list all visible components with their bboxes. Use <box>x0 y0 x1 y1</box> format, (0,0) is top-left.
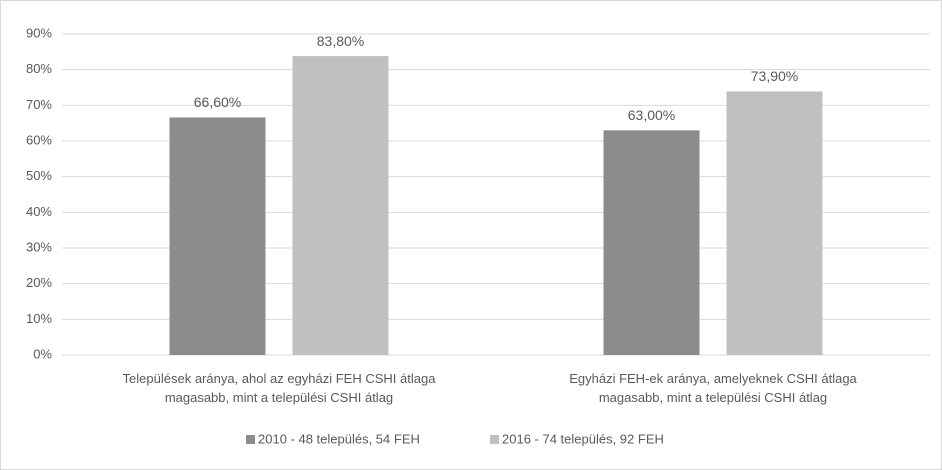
data-label: 73,90% <box>751 68 798 84</box>
x-tick-label: Települések aránya, ahol az egyházi FEH … <box>122 371 436 405</box>
data-label: 66,60% <box>194 94 241 110</box>
y-tick-label: 30% <box>26 239 52 254</box>
bar <box>726 91 823 355</box>
y-tick-label: 70% <box>26 97 52 112</box>
legend-swatch <box>490 435 499 444</box>
data-label: 63,00% <box>628 107 675 123</box>
legend-swatch <box>246 435 255 444</box>
x-tick-label: Egyházi FEH-ek aránya, amelyeknek CSHI á… <box>569 371 857 405</box>
y-tick-label: 50% <box>26 168 52 183</box>
y-tick-label: 40% <box>26 204 52 219</box>
y-tick-label: 10% <box>26 311 52 326</box>
y-tick-label: 20% <box>26 275 52 290</box>
y-tick-label: 0% <box>33 346 52 361</box>
y-tick-label: 60% <box>26 132 52 147</box>
legend-label: 2010 - 48 település, 54 FEH <box>258 431 420 446</box>
bar <box>603 130 700 355</box>
bar <box>169 117 266 356</box>
y-tick-label: 90% <box>26 25 52 40</box>
data-label: 83,80% <box>317 33 364 49</box>
legend-label: 2016 - 74 település, 92 FEH <box>502 431 664 446</box>
bar <box>292 56 389 355</box>
y-tick-label: 80% <box>26 61 52 76</box>
